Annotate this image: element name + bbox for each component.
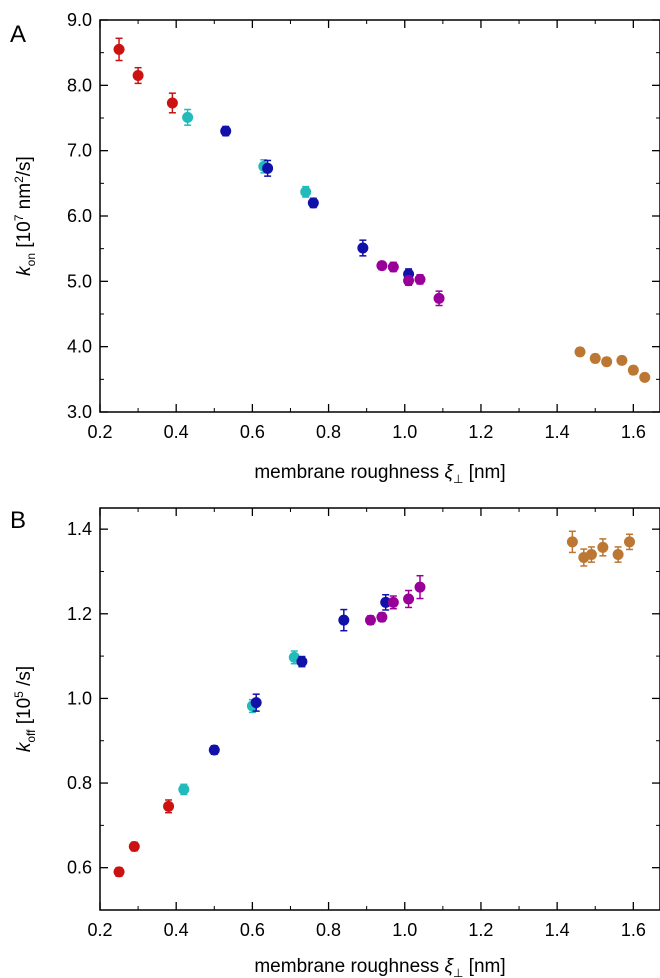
panel-b-data-point [585,549,597,561]
panel-a-data-point [376,260,388,272]
panel-a-data-point [589,352,601,364]
panel-a: A 0.2 0.4 0.6 0.8 1.0 1.2 1.4 1.6 3.0 4.0 5.0 6.0 7.… [10,10,660,486]
y-tick-label: 1.4 [67,519,92,539]
panel-a-y-axis-label: kon [107 nm2/s] [12,156,38,276]
panel-a-data-point [300,186,312,198]
x-tick-label: 1.6 [621,422,646,442]
panel-a-data-point [433,292,445,304]
y-tick-label: 0.6 [67,858,92,878]
x-tick-label: 0.4 [164,422,189,442]
panel-a-data-point [414,273,426,285]
panel-b-plot-frame [99,507,660,911]
panel-a-tick-labels: 0.2 0.4 0.6 0.8 1.0 1.2 1.4 1.6 3.0 4.0 5.0 6.0 7.0 8… [67,10,646,442]
panel-b-data-point [364,614,376,626]
x-tick-label: 0.2 [87,422,112,442]
panel-b-data-point [387,596,399,608]
y-tick-label: 0.8 [67,773,92,793]
panel-a-data-point [627,364,639,376]
panel-b-x-axis-label: membrane roughness ξ⊥ [nm] [254,956,505,978]
panel-b-marks [113,530,636,878]
panel-b-data-point [208,744,220,756]
panel-a-label: A [10,21,26,48]
panel-a-x-axis-label: membrane roughness ξ⊥ [nm] [254,462,505,486]
panel-b-data-point [128,841,140,853]
x-tick-label: 0.4 [164,920,189,940]
panel-a-data-point [387,261,399,273]
y-tick-label: 4.0 [67,337,92,357]
panel-b-y-axis-label: koff [105 /s] [12,666,38,752]
panel-b-data-point [414,581,426,593]
panel-b-data-point [403,593,415,605]
y-tick-label: 5.0 [67,271,92,291]
panel-b-tick-labels: 0.2 0.4 0.6 0.8 1.0 1.2 1.4 1.6 0.6 0.8 1.0 1.2 1.4 [67,519,646,940]
x-tick-label: 1.4 [545,422,570,442]
x-tick-label: 0.8 [316,422,341,442]
panel-a-data-point [357,242,369,254]
panel-a-marks [113,37,651,383]
y-tick-label: 6.0 [67,206,92,226]
panel-b-data-point [296,656,308,668]
x-tick-label: 1.4 [545,920,570,940]
panel-b-data-point [250,697,262,709]
panel-a-data-point [574,346,586,358]
y-tick-label: 8.0 [67,75,92,95]
panel-b-data-point [178,783,190,795]
panel-a-data-point [182,111,194,123]
x-tick-label: 0.2 [87,920,112,940]
panel-a-data-point [601,356,613,368]
panel-a-ticks [99,19,660,413]
panel-a-data-point [403,275,415,287]
panel-a-data-point [132,70,144,82]
panel-b: B 0.2 0.4 0.6 0.8 1.0 1.2 1.4 1.6 0.6 0.8 1.0 1.2 1.… [10,507,660,978]
panel-b-data-point [376,611,388,623]
x-tick-label: 1.2 [468,920,493,940]
y-tick-label: 1.2 [67,604,92,624]
panel-b-data-point [566,536,578,548]
panel-b-ticks [99,508,660,911]
panel-b-data-point [338,614,350,626]
x-tick-label: 1.0 [392,422,417,442]
y-tick-label: 1.0 [67,688,92,708]
panel-b-data-point [113,866,125,878]
panel-b-label: B [10,507,26,534]
x-tick-label: 1.2 [468,422,493,442]
y-tick-label: 7.0 [67,141,92,161]
panel-b-data-point [597,541,609,553]
panel-b-data-point [163,800,175,812]
x-tick-label: 1.6 [621,920,646,940]
x-tick-label: 0.6 [240,920,265,940]
panel-b-data-point [624,536,636,548]
y-tick-label: 9.0 [67,10,92,30]
panel-a-data-point [639,371,651,383]
panel-a-data-point [616,354,628,366]
panel-a-data-point [307,197,319,209]
x-tick-label: 0.6 [240,422,265,442]
panel-a-data-point [166,97,178,109]
panel-b-data-point [380,596,392,608]
panel-a-data-point [220,125,232,137]
panel-a-data-point [262,162,274,174]
panel-b-data-point [612,549,624,561]
y-tick-label: 3.0 [67,402,92,422]
x-tick-label: 0.8 [316,920,341,940]
x-tick-label: 1.0 [392,920,417,940]
panel-a-data-point [113,43,125,55]
